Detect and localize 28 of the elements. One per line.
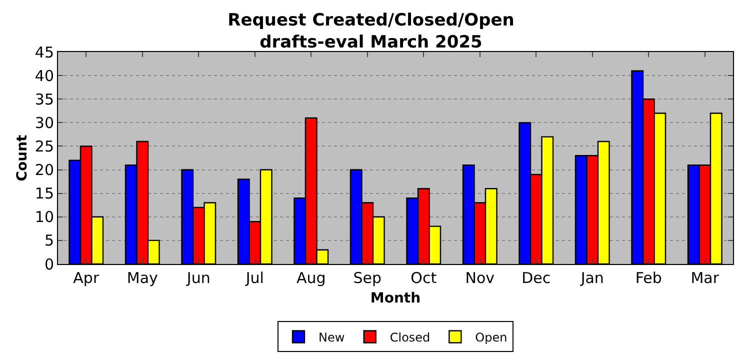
x-tick-label: Apr	[73, 269, 100, 287]
y-tick-label: 10	[34, 208, 54, 226]
legend-label: Closed	[390, 330, 430, 344]
y-tick-label: 40	[34, 66, 54, 85]
y-tick-label: 35	[34, 90, 54, 108]
y-tick-label: 45	[34, 43, 54, 62]
y-tick-label: 0	[44, 255, 54, 274]
x-tick-label: Jul	[244, 269, 264, 287]
chart-title: Request Created/Closed/Open drafts-eval March 2025	[228, 10, 514, 52]
x-tick-label: Dec	[522, 269, 551, 287]
x-tick-label: Aug	[296, 269, 326, 287]
x-tick-label: Jan	[580, 269, 604, 287]
y-axis-title: Count	[14, 134, 31, 182]
y-tick-label: 5	[44, 232, 54, 250]
y-tick-label: 30	[34, 114, 54, 132]
x-tick-label: Mar	[690, 269, 720, 287]
x-tick-label: Oct	[410, 269, 437, 287]
y-tick-label: 20	[34, 161, 54, 180]
legend-label: Open	[475, 330, 508, 344]
x-tick-label: May	[126, 269, 158, 287]
x-axis-title: Month	[370, 290, 421, 306]
y-tick-label: 25	[34, 137, 54, 156]
legend-label: New	[318, 330, 345, 344]
x-tick-label: Sep	[353, 269, 382, 287]
y-tick-label: 15	[34, 184, 54, 203]
x-tick-label: Jun	[186, 269, 210, 287]
x-tick-label: Nov	[465, 269, 495, 287]
x-tick-label: Feb	[635, 269, 662, 287]
